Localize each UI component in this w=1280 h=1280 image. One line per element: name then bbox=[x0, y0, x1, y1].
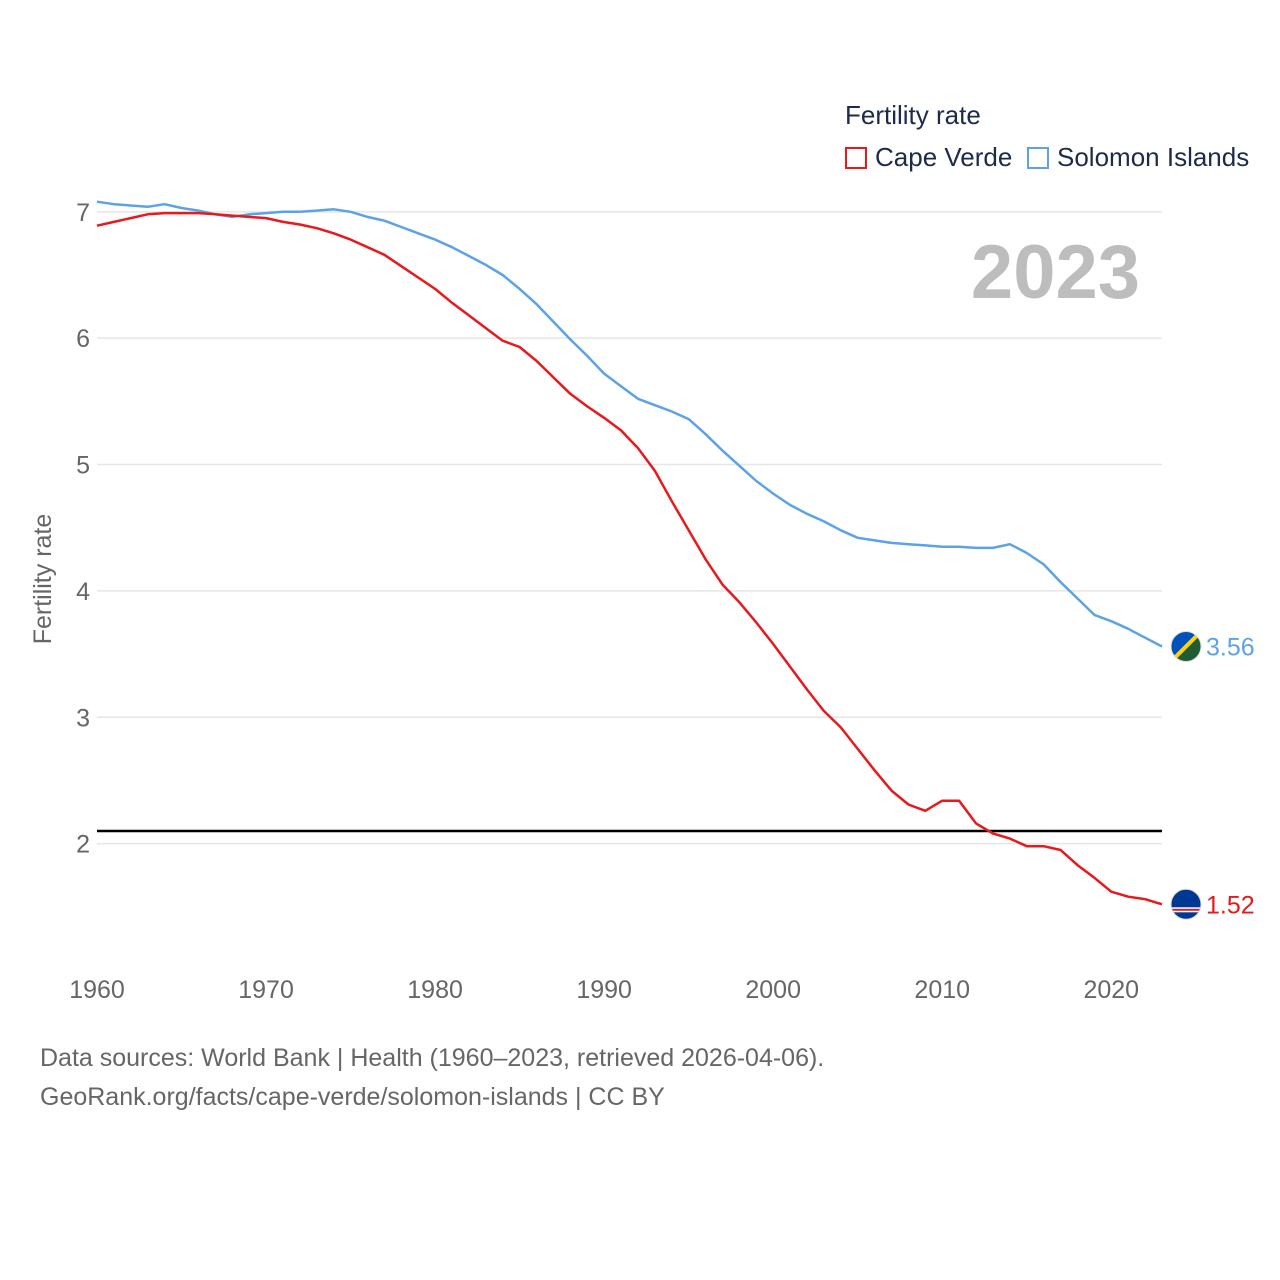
series-line-cape-verde bbox=[96, 211, 1163, 906]
legend-item-cape-verde[interactable]: Cape Verde bbox=[845, 142, 1012, 173]
footer-sources: Data sources: World Bank | Health (1960–… bbox=[40, 1044, 825, 1072]
y-axis-label: Fertility rate bbox=[29, 514, 57, 645]
legend-title: Fertility rate bbox=[845, 100, 981, 130]
legend-swatch-cape-verde bbox=[845, 146, 867, 169]
footer-attribution[interactable]: GeoRank.org/facts/cape-verde/solomon-isl… bbox=[40, 1083, 665, 1111]
series-line-solomon-islands bbox=[96, 200, 1163, 648]
legend-label-solomon-islands: Solomon Islands bbox=[1057, 142, 1250, 172]
y-tick-label: 6 bbox=[76, 325, 90, 353]
y-tick-label: 3 bbox=[76, 704, 90, 732]
year-watermark: 2023 bbox=[971, 230, 1140, 315]
axis-ticks: 2 3 4 5 6 7 1960 1970 1980 1990 2000 2010 2020 bbox=[69, 199, 1139, 1004]
flag-cape-verde-icon bbox=[1170, 888, 1202, 920]
end-markers: 1.52 3.56 bbox=[1170, 631, 1255, 920]
x-tick-label: 1980 bbox=[407, 976, 463, 1004]
legend-item-solomon-islands[interactable]: Solomon Islands bbox=[1027, 142, 1249, 173]
x-tick-label: 2000 bbox=[745, 976, 801, 1004]
legend-swatch-solomon-islands bbox=[1027, 146, 1049, 169]
flag-solomon-islands-icon bbox=[1170, 631, 1202, 663]
y-tick-label: 4 bbox=[76, 578, 90, 606]
end-label-cape-verde: 1.52 bbox=[1206, 891, 1255, 919]
x-tick-label: 2020 bbox=[1083, 976, 1139, 1004]
end-label-solomon-islands: 3.56 bbox=[1206, 634, 1255, 662]
x-tick-label: 2010 bbox=[914, 976, 970, 1004]
y-tick-label: 7 bbox=[76, 199, 90, 227]
x-tick-label: 1970 bbox=[238, 976, 294, 1004]
series-lines bbox=[96, 200, 1163, 906]
y-tick-label: 2 bbox=[76, 831, 90, 859]
y-tick-label: 5 bbox=[76, 452, 90, 480]
x-tick-label: 1960 bbox=[69, 976, 125, 1004]
legend-label-cape-verde: Cape Verde bbox=[875, 142, 1013, 172]
x-tick-label: 1990 bbox=[576, 976, 632, 1004]
